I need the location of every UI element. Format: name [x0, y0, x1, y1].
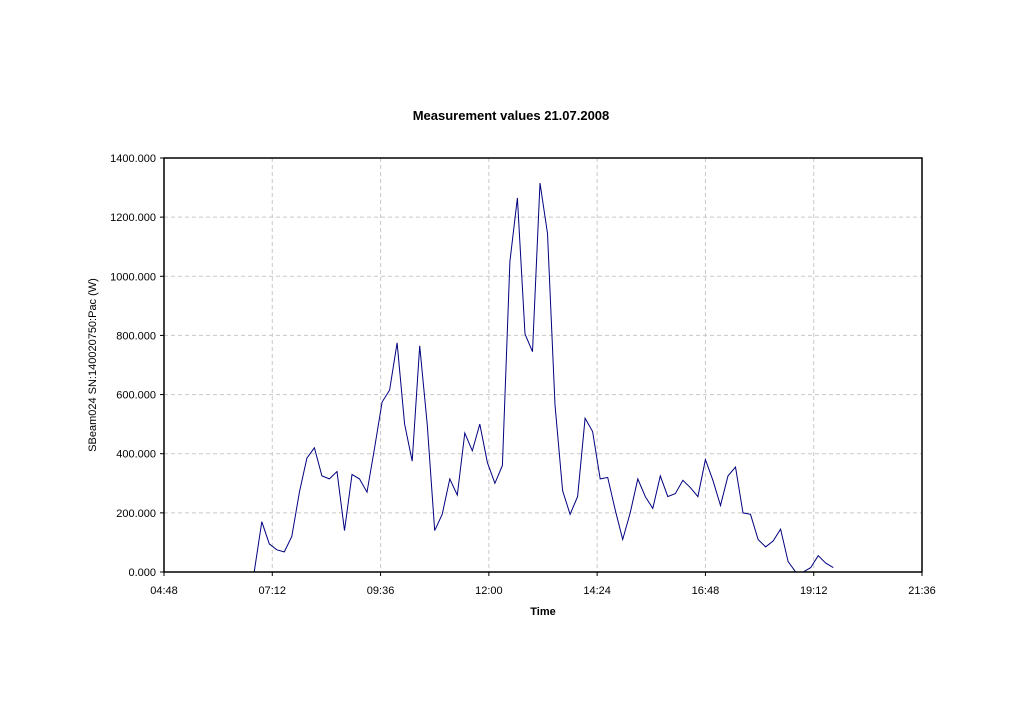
- plot-frame: [163, 157, 923, 573]
- x-tick-label: 16:48: [692, 585, 720, 597]
- y-tick-label: 1400.000: [110, 153, 156, 165]
- y-axis-label: SBeam024 SN:140020750:Pac (W): [87, 278, 99, 452]
- y-tick-label: 600.000: [116, 390, 156, 402]
- x-tick-label: 07:12: [259, 585, 287, 597]
- y-tick-label: 400.000: [116, 449, 156, 461]
- x-tick-label: 21:36: [908, 585, 936, 597]
- gridlines: [164, 158, 922, 572]
- y-tick-labels: 0.000 200.000 400.000 600.000 800.000 1000.00…: [110, 153, 164, 579]
- y-tick-label: 1000.000: [110, 271, 156, 283]
- x-axis-label: Time: [530, 606, 555, 618]
- series-layer: [253, 183, 834, 573]
- chart-title: Measurement values 21.07.2008: [413, 108, 610, 123]
- y-tick-label: 1200.000: [110, 212, 156, 224]
- y-tick-label: 200.000: [116, 508, 156, 520]
- x-tick-label: 19:12: [800, 585, 828, 597]
- x-tick-label: 14:24: [583, 585, 611, 597]
- series-line: [253, 183, 834, 573]
- x-tick-label: 09:36: [367, 585, 395, 597]
- x-tick-labels: 04:48 07:12 09:36 12:00 14:24 16:48 19:12 21:36: [150, 572, 936, 597]
- x-tick-label: 12:00: [475, 585, 503, 597]
- x-tick-label: 04:48: [150, 585, 178, 597]
- y-tick-label: 0.000: [128, 567, 156, 579]
- y-tick-label: 800.000: [116, 330, 156, 342]
